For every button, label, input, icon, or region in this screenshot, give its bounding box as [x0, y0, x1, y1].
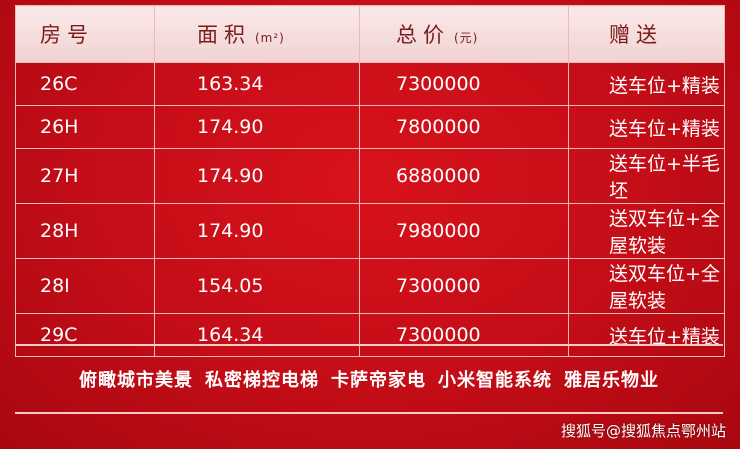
header-label: 面积 — [197, 23, 251, 47]
unit-label: (元) — [454, 31, 479, 45]
table-cell: 28H — [15, 203, 155, 259]
table-row: 27H 174.90 6880000 送车位+半毛坯 — [15, 148, 725, 204]
table-cell: 174.90 — [154, 203, 360, 259]
table-cell: 7980000 — [359, 203, 569, 259]
header-label: 房号 — [40, 23, 94, 47]
table-cell: 7800000 — [359, 105, 569, 149]
feature-strip: 俯瞰城市美景 私密梯控电梯 卡萨帝家电 小米智能系统 雅居乐物业 — [15, 344, 723, 414]
feature-item: 雅居乐物业 — [564, 370, 659, 391]
header-label: 总价 — [396, 23, 450, 47]
table-cell: 26H — [15, 105, 155, 149]
table-cell: 29C — [15, 313, 155, 357]
table-cell: 7300000 — [359, 258, 569, 314]
table-cell: 6880000 — [359, 148, 569, 204]
table-cell: 送双车位+全屋软装 — [568, 203, 725, 259]
watermark: 搜狐号@搜狐焦点鄂州站 — [560, 422, 726, 440]
table-body: 26C 163.34 7300000 送车位+精装 26H 174.90 7800000 送车… — [15, 62, 725, 357]
price-table: 房号 面积 (m²) 总价 (元) 赠送 26C 163.34 7300000 送车位+精装 26… — [15, 5, 725, 357]
header-cell: 房号 — [15, 5, 155, 63]
feature-item: 俯瞰城市美景 — [79, 370, 193, 391]
table-row: 26H 174.90 7800000 送车位+精装 — [15, 105, 725, 149]
feature-item: 卡萨帝家电 — [331, 370, 426, 391]
header-cell: 面积 (m²) — [154, 5, 360, 63]
table-cell: 154.05 — [154, 258, 360, 314]
feature-item: 小米智能系统 — [438, 370, 552, 391]
table-cell: 送双车位+全屋软装 — [568, 258, 725, 314]
table-row: 28I 154.05 7300000 送双车位+全屋软装 — [15, 258, 725, 314]
table-cell: 174.90 — [154, 105, 360, 149]
table-cell: 送车位+精装 — [568, 62, 725, 106]
table-cell: 26C — [15, 62, 155, 106]
header-row: 房号 面积 (m²) 总价 (元) 赠送 — [15, 5, 725, 63]
feature-item: 私密梯控电梯 — [205, 370, 319, 391]
header-label: 赠送 — [609, 23, 663, 47]
table-cell: 174.90 — [154, 148, 360, 204]
header-cell: 总价 (元) — [359, 5, 569, 63]
table-cell: 27H — [15, 148, 155, 204]
table-cell: 7300000 — [359, 62, 569, 106]
table-cell: 送车位+精装 — [568, 105, 725, 149]
header-cell: 赠送 — [568, 5, 725, 63]
unit-label: (m²) — [255, 31, 285, 45]
table-cell: 送车位+精装 — [568, 313, 725, 357]
table-cell: 28I — [15, 258, 155, 314]
table-cell: 164.34 — [154, 313, 360, 357]
table-row: 29C 164.34 7300000 送车位+精装 — [15, 313, 725, 357]
table-cell: 送车位+半毛坯 — [568, 148, 725, 204]
table-cell: 163.34 — [154, 62, 360, 106]
table-row: 28H 174.90 7980000 送双车位+全屋软装 — [15, 203, 725, 259]
table-row: 26C 163.34 7300000 送车位+精装 — [15, 62, 725, 106]
